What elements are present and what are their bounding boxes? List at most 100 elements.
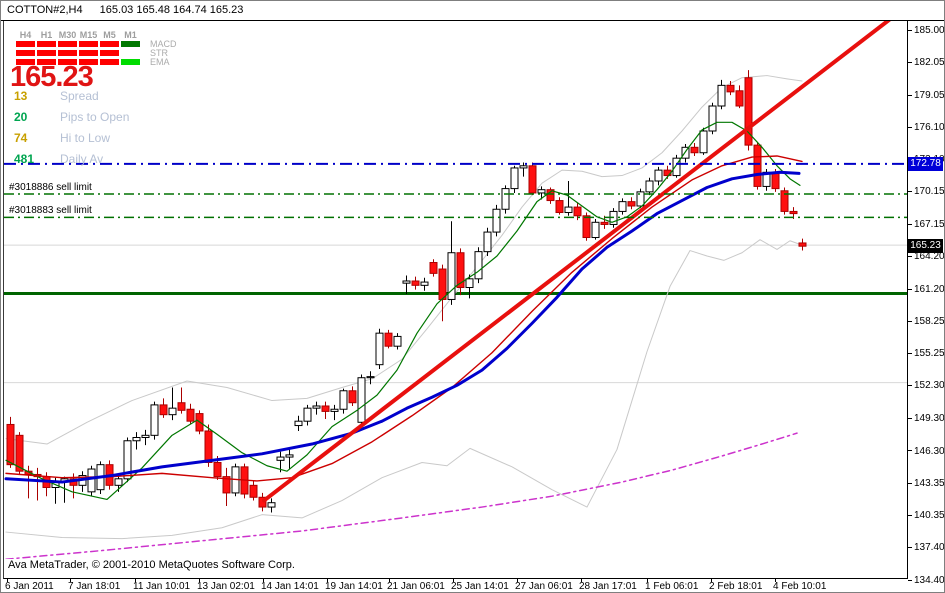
legend-label-macd: MACD <box>150 39 177 49</box>
candle <box>420 277 429 291</box>
candle <box>528 162 537 196</box>
price-tick-134.40: 134.40 <box>908 575 944 587</box>
tick-dash <box>908 385 912 387</box>
timeframe-button-m5[interactable]: M5 <box>103 30 116 40</box>
price-tick-label: 149.30 <box>914 413 945 425</box>
blue-ema-line <box>4 170 801 484</box>
stat-label: Pips to Open <box>60 110 130 124</box>
red-ma-line <box>5 155 803 482</box>
candle <box>222 467 231 506</box>
tick-dash <box>908 417 912 419</box>
price-tick-label: 176.10 <box>914 121 945 133</box>
tick-dash <box>908 223 912 225</box>
price-axis[interactable]: 185.00182.05179.05176.10173.10170.15167.… <box>908 21 945 592</box>
candle <box>501 185 510 214</box>
signal-cell-ema-m5 <box>100 59 119 65</box>
price-tick-185.00: 185.00 <box>908 25 944 37</box>
price-tick-149.30: 149.30 <box>908 413 945 425</box>
candle <box>474 247 483 284</box>
candle <box>411 276 420 290</box>
candle <box>87 465 96 497</box>
candle <box>168 387 177 421</box>
candle <box>573 202 582 221</box>
symbol-period-label: COTTON#2,H4 <box>7 4 83 16</box>
candle <box>384 329 393 349</box>
candle <box>483 227 492 256</box>
time-tick-label: 4 Feb 10:01 <box>773 581 827 592</box>
time-tick-label: 11 Jan 10:01 <box>133 581 191 592</box>
current-price-display: 165.23 <box>10 61 94 93</box>
time-tick-label: 28 Jan 17:01 <box>579 581 637 592</box>
candle <box>645 177 654 196</box>
signal-cell-str-m5 <box>100 50 119 56</box>
sell-limit-order-label-1[interactable]: #3018886 sell limit <box>9 182 92 194</box>
signal-cell-macd-m15 <box>79 41 98 47</box>
signal-cell-macd-m1 <box>121 41 140 47</box>
candle <box>618 198 627 215</box>
chart-plot-area[interactable]: H4 H1 M30 M15 M5 M1 MACD STR EMA 165.23 13 Sprea… <box>3 21 908 579</box>
timeframe-button-h1[interactable]: H1 <box>40 30 53 40</box>
price-tick-label: 161.20 <box>914 283 945 295</box>
signal-cell-macd-h4 <box>16 41 35 47</box>
legend-label-ema: EMA <box>150 57 170 67</box>
signal-cell-str-m15 <box>79 50 98 56</box>
price-tick-164.20: 164.20 <box>908 251 944 263</box>
candle <box>123 437 132 483</box>
price-tick-label: 143.35 <box>914 477 945 489</box>
candle <box>339 388 348 414</box>
price-tick-143.35: 143.35 <box>908 477 945 490</box>
time-tick-label: 19 Jan 14:01 <box>325 581 383 592</box>
price-tick-label: 146.30 <box>914 445 945 457</box>
candle <box>249 480 258 501</box>
candlestick-chart[interactable] <box>4 21 907 578</box>
tick-dash <box>908 29 912 31</box>
price-tick-label: 137.40 <box>914 542 945 554</box>
candle <box>654 166 663 186</box>
copyright-notice: Ava MetaTrader, © 2001-2010 MetaQuotes S… <box>5 559 298 571</box>
time-tick-label: 2 Feb 18:01 <box>709 581 763 592</box>
price-tick-label: 182.05 <box>914 57 945 69</box>
indicator-info-panel: H4 H1 M30 M15 M5 M1 MACD STR EMA 165.23 13 Sprea… <box>4 21 264 201</box>
candle <box>627 197 636 210</box>
candle <box>717 79 726 110</box>
candle <box>78 471 87 492</box>
stat-value: 74 <box>14 131 28 145</box>
time-tick <box>389 579 390 582</box>
candle <box>456 248 465 296</box>
timeframe-button-h4[interactable]: H4 <box>19 30 32 40</box>
stat-value: 13 <box>14 89 28 103</box>
time-tick <box>199 579 200 582</box>
candle <box>177 387 186 414</box>
candle <box>780 187 789 215</box>
candle <box>591 219 600 240</box>
candle <box>735 85 744 109</box>
signal-cell-ema-m1 <box>121 59 140 65</box>
candle <box>690 142 699 156</box>
tick-dash <box>908 579 912 581</box>
time-tick-label: 6 Jan 2011 <box>5 581 54 592</box>
timeframe-button-m30[interactable]: M30 <box>58 30 77 40</box>
timeframe-button-m1[interactable]: M1 <box>124 30 137 40</box>
time-axis[interactable]: 6 Jan 2011 7 Jan 18:01 11 Jan 10:01 13 Jan … <box>3 579 907 592</box>
candle <box>555 197 564 215</box>
signal-cell-macd-h1 <box>37 41 56 47</box>
candle <box>303 404 312 426</box>
chart-title-bar[interactable]: COTTON#2,H4 165.03 165.48 164.74 165.23 <box>1 1 944 21</box>
legend-label-str: STR <box>150 48 168 58</box>
candle <box>240 463 249 499</box>
candle <box>537 186 546 200</box>
time-tick <box>453 579 454 582</box>
tick-dash <box>908 94 912 96</box>
candle <box>429 259 438 277</box>
ohlc-values-label: 165.03 165.48 164.74 165.23 <box>99 4 244 16</box>
candle <box>294 415 303 431</box>
green-ma-line <box>5 121 801 501</box>
time-tick <box>517 579 518 582</box>
timeframe-button-m15[interactable]: M15 <box>79 30 98 40</box>
candle <box>681 144 690 163</box>
price-tick-label: 140.35 <box>914 510 945 522</box>
price-tick-158.25: 158.25 <box>908 315 945 328</box>
price-tick-label: 158.25 <box>914 315 945 327</box>
price-tick-146.30: 146.30 <box>908 445 945 458</box>
sell-limit-order-label-2[interactable]: #3018883 sell limit <box>9 205 92 217</box>
